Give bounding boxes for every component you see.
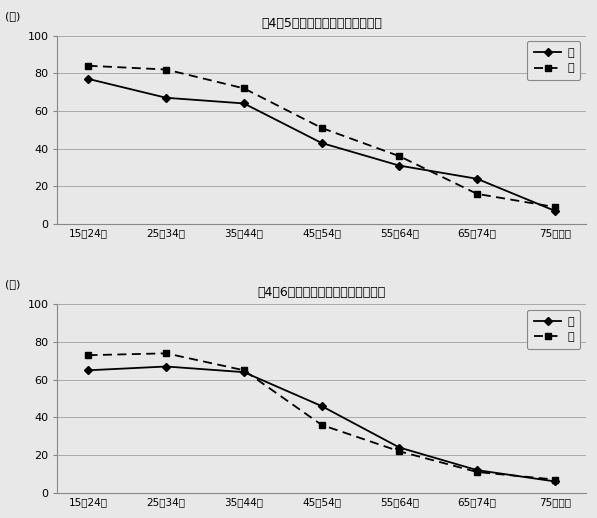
Text: (％): (％) (5, 279, 20, 289)
女 (241, 367, 248, 373)
Title: 図4－6　ＤＶＤなどによる映画鑑賞: 図4－6 ＤＶＤなどによる映画鑑賞 (257, 286, 386, 299)
Legend: 男, 女: 男, 女 (527, 310, 580, 349)
女 (473, 191, 481, 197)
女 (473, 469, 481, 475)
男 (396, 444, 403, 451)
女 (241, 85, 248, 92)
Legend: 男, 女: 男, 女 (527, 41, 580, 80)
Line: 男: 男 (85, 76, 558, 214)
Line: 女: 女 (85, 350, 558, 483)
Title: 図4－5　ＣＤなどによる音楽鑑賞: 図4－5 ＣＤなどによる音楽鑑賞 (261, 17, 382, 30)
男 (162, 364, 170, 370)
女 (162, 350, 170, 356)
女 (85, 63, 92, 69)
女 (396, 153, 403, 160)
男 (473, 176, 481, 182)
Text: (％): (％) (5, 10, 20, 21)
男 (241, 369, 248, 375)
女 (162, 66, 170, 73)
男 (473, 467, 481, 473)
Line: 男: 男 (85, 364, 558, 484)
男 (318, 140, 325, 146)
男 (162, 95, 170, 101)
Line: 女: 女 (85, 63, 558, 210)
男 (241, 100, 248, 107)
男 (85, 76, 92, 82)
女 (85, 352, 92, 358)
女 (551, 204, 558, 210)
女 (551, 477, 558, 483)
男 (85, 367, 92, 373)
男 (551, 208, 558, 214)
女 (318, 125, 325, 131)
女 (396, 448, 403, 454)
男 (551, 478, 558, 484)
男 (396, 163, 403, 169)
女 (318, 422, 325, 428)
男 (318, 403, 325, 409)
